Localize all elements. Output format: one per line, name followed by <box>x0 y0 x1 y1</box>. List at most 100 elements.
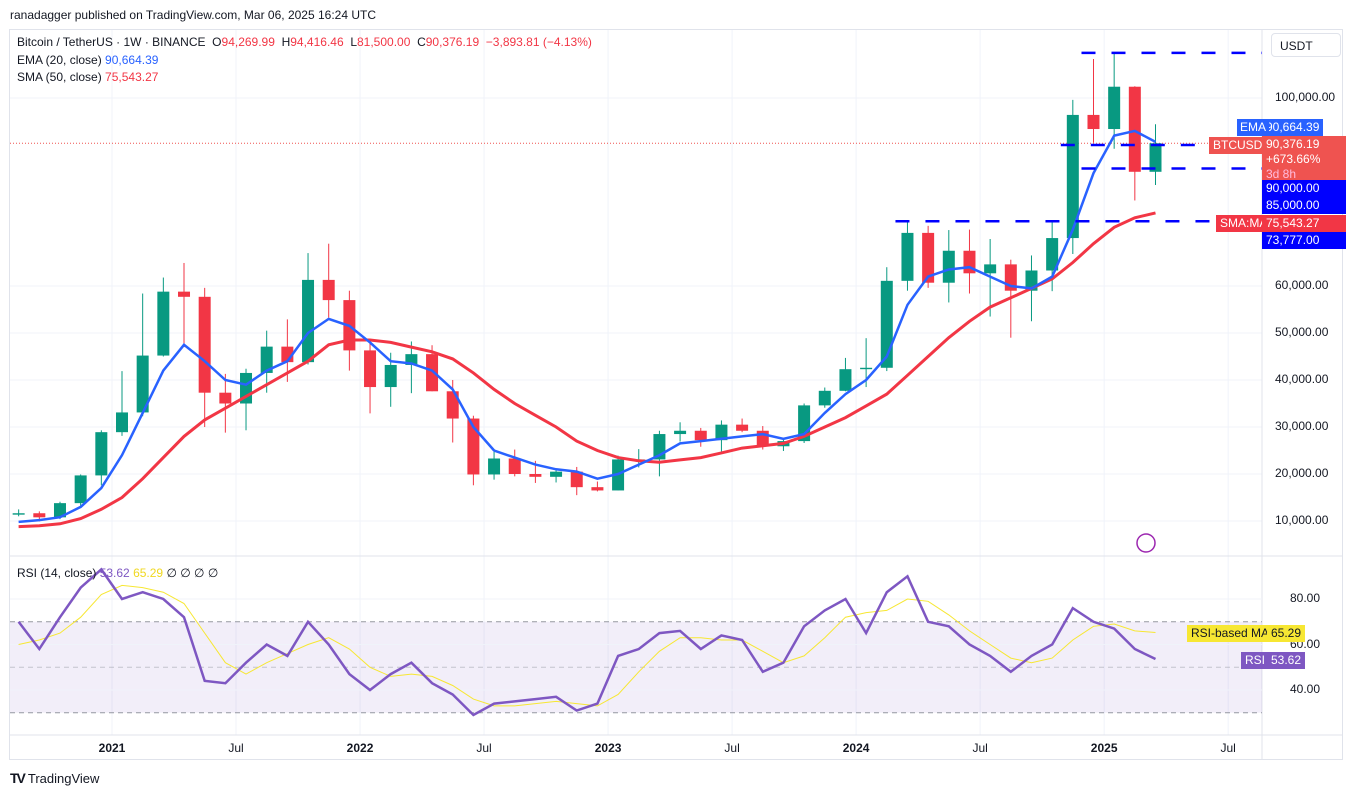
candle-body <box>818 390 831 406</box>
ema-legend[interactable]: EMA (20, close) 90,664.39 <box>17 53 158 67</box>
currency-unit-button[interactable]: USDT <box>1271 33 1341 57</box>
price-tick-label: 10,000.00 <box>1275 513 1329 527</box>
sma-label: SMA (50, close) <box>17 70 102 84</box>
low-value: 81,500.00 <box>357 35 411 49</box>
candle-body <box>426 354 439 392</box>
time-tick-label: 2021 <box>98 741 126 755</box>
published-caption: ranadagger published on TradingView.com,… <box>10 8 377 22</box>
candle-body <box>467 418 480 475</box>
time-tick-label: Jul <box>972 741 988 755</box>
candle-body <box>922 232 935 283</box>
candle-body <box>74 475 87 504</box>
price-tick-label: 100,000.00 <box>1275 90 1336 104</box>
sma-value: 75,543.27 <box>105 70 159 84</box>
brand-name: TradingView <box>27 770 100 786</box>
last-price-tag: 90,376.19 +673.66% 3d 8h <box>1262 136 1346 181</box>
rsi-tick-label: 80.00 <box>1290 591 1321 605</box>
bar-countdown: 3d 8h <box>1266 167 1297 181</box>
rsi-value-tag: 53.62 <box>1267 652 1306 669</box>
last-price: 90,376.19 <box>1266 137 1320 151</box>
rsi-ma-value-tag: 65.29 <box>1267 625 1306 642</box>
candle-body <box>570 471 583 488</box>
sma-price-tag: 75,543.27 <box>1262 215 1346 232</box>
candle-body <box>12 513 25 515</box>
candle-body <box>529 474 542 477</box>
symbol-legend: Bitcoin / TetherUS · 1W · BINANCE O94,26… <box>17 35 592 49</box>
candle-body <box>95 432 108 476</box>
candle-body <box>364 350 377 388</box>
tradingview-logo[interactable]: TV TradingView <box>10 770 99 786</box>
level-tag-90000: 90,000.00 <box>1262 180 1346 197</box>
candle-body <box>157 291 170 356</box>
rsi-name-tag: RSI <box>1241 652 1270 669</box>
time-tick-label: Jul <box>476 741 492 755</box>
candle-body <box>715 424 728 441</box>
candle-body <box>550 471 563 477</box>
sma50-line <box>18 211 1156 529</box>
open-label: O <box>212 35 222 49</box>
close-value: 90,376.19 <box>425 35 480 49</box>
candle-body <box>178 291 191 297</box>
rsi-ma-name-tag: RSI-based MA <box>1187 625 1274 642</box>
ema-name-tag: EMA <box>1237 119 1270 136</box>
time-tick-label: 2025 <box>1090 741 1118 755</box>
flash-icon <box>1136 533 1156 553</box>
ema-price-tag: 90,664.39 <box>1262 119 1324 136</box>
candle-body <box>694 430 707 441</box>
candle-body <box>1046 238 1059 271</box>
close-label: C <box>417 35 426 49</box>
ema-label: EMA (20, close) <box>17 53 102 67</box>
candle-body <box>860 367 873 370</box>
candle-body <box>942 250 955 283</box>
candle-body <box>984 264 997 274</box>
symbol-title[interactable]: Bitcoin / TetherUS · 1W · BINANCE <box>17 35 206 49</box>
candle-body <box>1128 86 1141 172</box>
rsi-label: RSI (14, close) <box>17 566 97 580</box>
rsi-ma-legend-value: 65.29 <box>133 566 164 580</box>
candle-body <box>384 364 397 388</box>
sma-legend[interactable]: SMA (50, close) 75,543.27 <box>17 70 158 84</box>
candle-body <box>1108 86 1121 130</box>
candle-body <box>260 346 273 373</box>
candle-body <box>508 458 521 474</box>
candle-body <box>33 513 46 518</box>
candle-body <box>1149 143 1162 172</box>
candle-body <box>219 392 232 404</box>
symbol-name-tag: BTCUSDT <box>1209 137 1274 154</box>
candle-body <box>901 232 914 281</box>
ema-value: 90,664.39 <box>105 53 159 67</box>
rsi-tick-label: 40.00 <box>1290 682 1321 696</box>
low-label: L <box>350 35 357 49</box>
price-tick-label: 50,000.00 <box>1275 325 1329 339</box>
candle-body <box>591 487 604 491</box>
candle-body <box>322 279 335 301</box>
candle-body <box>736 424 749 431</box>
price-change-percent: +673.66% <box>1266 152 1321 166</box>
candle-body <box>198 296 211 393</box>
time-tick-label: 2023 <box>594 741 622 755</box>
time-tick-label: Jul <box>228 741 244 755</box>
candle-body <box>136 355 149 413</box>
time-tick-label: Jul <box>724 741 740 755</box>
candle-body <box>302 279 315 363</box>
candle-body <box>53 503 66 518</box>
tradingview-logo-icon: TV <box>10 770 26 786</box>
open-value: 94,269.99 <box>221 35 275 49</box>
rsi-ma-line <box>18 584 1156 707</box>
rsi-extra-values: ∅ ∅ ∅ ∅ <box>166 566 219 580</box>
price-tick-label: 60,000.00 <box>1275 278 1329 292</box>
ema20-line <box>18 129 1157 524</box>
level-tag-85000: 85,000.00 <box>1262 197 1346 214</box>
price-tick-label: 30,000.00 <box>1275 419 1329 433</box>
rsi-line <box>17 567 1157 717</box>
rsi-legend-value: 53.62 <box>99 566 130 580</box>
time-tick-label: 2024 <box>842 741 870 755</box>
candle-body <box>1087 114 1100 130</box>
chart-frame <box>9 29 1343 760</box>
time-tick-label: 2022 <box>346 741 374 755</box>
rsi-legend[interactable]: RSI (14, close) 53.62 65.29 ∅ ∅ ∅ ∅ <box>17 566 218 580</box>
high-value: 94,416.46 <box>290 35 344 49</box>
candle-body <box>488 458 501 475</box>
ema-tag-value: 90,664.39 <box>1266 120 1320 134</box>
